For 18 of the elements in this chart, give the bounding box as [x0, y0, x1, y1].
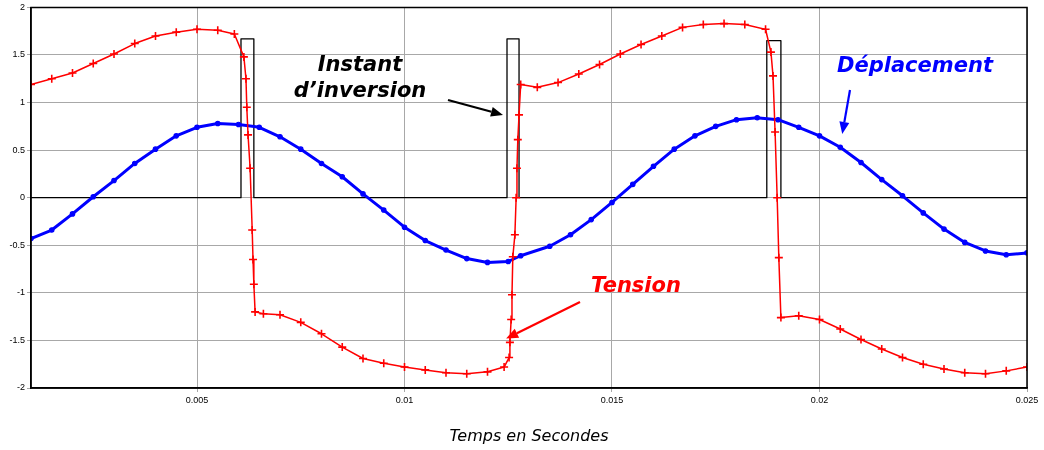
y-tick-label: 2: [19, 1, 25, 12]
x-axis-title: Temps en Secondes: [449, 425, 609, 445]
y-tick-label: 1.5: [12, 49, 25, 60]
y-tick-label: 1: [19, 97, 25, 108]
x-tick-label: 0.025: [1015, 394, 1039, 405]
text: Tension: [590, 272, 682, 298]
series-label: Instant d’inversion: [292, 51, 428, 103]
y-tick-label: -1.5: [9, 334, 25, 345]
text: Déplacement: [836, 52, 995, 78]
x-tick-label: 0.02: [810, 394, 829, 405]
y-tick-label: -2: [16, 382, 25, 393]
x-tick-label: 0.015: [600, 394, 624, 405]
y-tick-label: 0.5: [12, 144, 25, 155]
y-tick-label: 0: [19, 192, 25, 203]
y-tick-label: -1: [16, 287, 25, 298]
x-tick-label: 0.005: [185, 394, 209, 405]
y-tick-label: -0.5: [9, 239, 25, 250]
x-tick-label: 0.01: [395, 394, 414, 405]
